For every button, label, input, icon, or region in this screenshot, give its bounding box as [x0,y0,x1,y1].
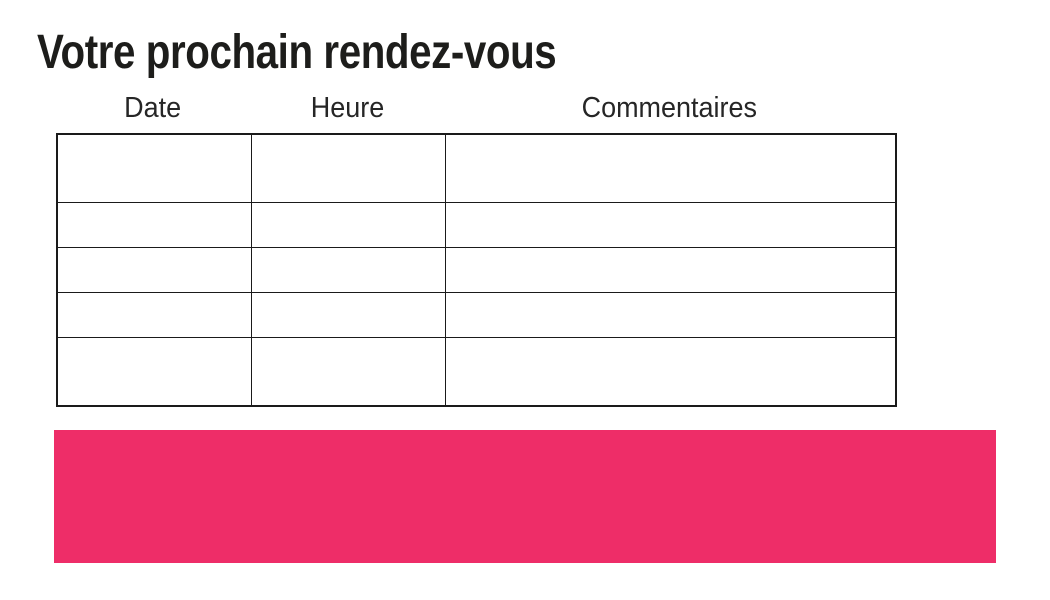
table-row [56,246,897,294]
table-cell [250,292,446,339]
table-cell [444,292,897,339]
table-row [56,201,897,248]
column-header-date-label: Date [124,92,182,124]
column-header-heure: Heure [250,94,444,123]
table-cell [250,337,446,407]
table-cell [56,246,252,294]
column-header-commentaires-label: Commentaires [581,92,758,124]
table-row [56,337,897,407]
table-cell [56,337,252,407]
table-cell [56,133,252,203]
column-header-commentaires: Commentaires [444,94,895,123]
column-header-heure-label: Heure [310,92,384,124]
appointments-table-body [56,133,897,407]
table-column-headers: Date Heure Commentaires [56,94,895,123]
column-header-date: Date [56,94,250,123]
table-cell [444,246,897,294]
table-cell [444,133,897,203]
table-cell [56,292,252,339]
table-cell [250,246,446,294]
table-cell [444,201,897,248]
table-cell [250,133,446,203]
table-cell [56,201,252,248]
table-row [56,292,897,339]
table-cell [250,201,446,248]
page-title: Votre prochain rendez-vous [37,26,557,79]
pink-banner [54,430,996,563]
appointments-table [56,133,897,407]
table-cell [444,337,897,407]
table-row [56,133,897,203]
